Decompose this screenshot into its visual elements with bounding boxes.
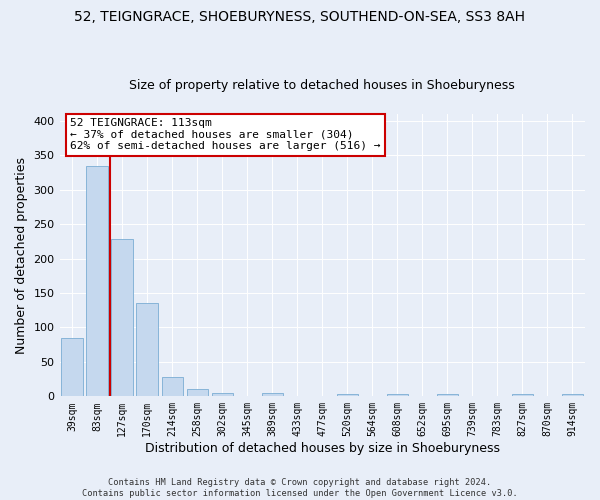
Bar — [112, 240, 133, 396]
Bar — [187, 390, 208, 396]
Bar — [387, 394, 408, 396]
Bar — [212, 393, 233, 396]
Bar — [562, 394, 583, 396]
Bar — [262, 393, 283, 396]
X-axis label: Distribution of detached houses by size in Shoeburyness: Distribution of detached houses by size … — [145, 442, 500, 455]
Bar — [337, 394, 358, 396]
Bar — [512, 394, 533, 396]
Y-axis label: Number of detached properties: Number of detached properties — [15, 156, 28, 354]
Text: Contains HM Land Registry data © Crown copyright and database right 2024.
Contai: Contains HM Land Registry data © Crown c… — [82, 478, 518, 498]
Bar — [61, 338, 83, 396]
Text: 52, TEIGNGRACE, SHOEBURYNESS, SOUTHEND-ON-SEA, SS3 8AH: 52, TEIGNGRACE, SHOEBURYNESS, SOUTHEND-O… — [74, 10, 526, 24]
Bar — [161, 377, 183, 396]
Text: 52 TEIGNGRACE: 113sqm
← 37% of detached houses are smaller (304)
62% of semi-det: 52 TEIGNGRACE: 113sqm ← 37% of detached … — [70, 118, 380, 152]
Bar — [437, 394, 458, 396]
Bar — [86, 166, 108, 396]
Title: Size of property relative to detached houses in Shoeburyness: Size of property relative to detached ho… — [130, 79, 515, 92]
Bar — [136, 302, 158, 396]
